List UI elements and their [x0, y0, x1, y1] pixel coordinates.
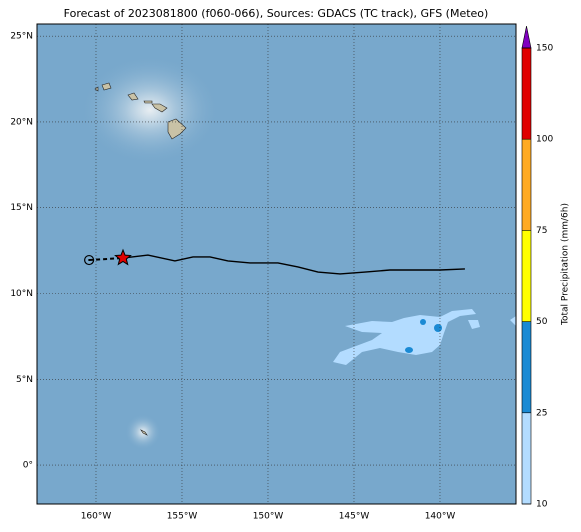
colorbar-tick-label: 150	[536, 44, 553, 54]
y-tick-label: 20°N	[10, 117, 33, 127]
colorbar-tick-label: 25	[536, 408, 547, 418]
map-title: Forecast of 2023081800 (f060-066), Sourc…	[64, 7, 489, 20]
x-tick-label: 160°W	[81, 512, 112, 522]
x-tick-label: 155°W	[167, 512, 198, 522]
colorbar-segment	[522, 321, 531, 413]
y-tick-label: 15°N	[10, 203, 33, 213]
axes: 160°W 155°W 150°W 145°W 140°W 0° 5°N 10°N 15°N 20…	[10, 32, 455, 522]
colorbar-tick-label: 75	[536, 226, 547, 236]
tc-track	[84, 248, 465, 275]
map-area	[37, 24, 516, 504]
colorbar-segment	[522, 412, 531, 504]
islands	[94, 82, 187, 436]
x-tick-label: 140°W	[425, 512, 456, 522]
x-tick-label: 145°W	[339, 512, 370, 522]
colorbar-segment	[522, 139, 531, 231]
y-tick-label: 5°N	[16, 375, 33, 385]
colorbar-label: Total Precipitation (mm/6h)	[561, 203, 571, 326]
graticule	[37, 24, 516, 504]
y-tick-label: 10°N	[10, 289, 33, 299]
colorbar-tick-label: 100	[536, 135, 553, 145]
precipitation	[333, 309, 516, 365]
origin-marker	[84, 254, 95, 266]
colorbar-segment	[522, 48, 531, 140]
map-frame	[36, 23, 517, 505]
track-past	[89, 256, 124, 262]
origin-dot	[88, 259, 91, 262]
x-tick-label: 150°W	[253, 512, 284, 522]
y-tick-label: 25°N	[10, 32, 33, 42]
current-position	[114, 248, 132, 266]
y-tick-label: 0°	[23, 461, 33, 471]
island-halo	[80, 55, 220, 165]
colorbar: 10 25 50 75 100 150	[521, 25, 553, 510]
colorbar-tick-label: 50	[536, 317, 548, 327]
track-line	[122, 254, 465, 275]
colorbar-tick-label: 10	[536, 500, 548, 510]
colorbar-segment	[522, 230, 531, 322]
colorbar-extend	[521, 25, 532, 49]
